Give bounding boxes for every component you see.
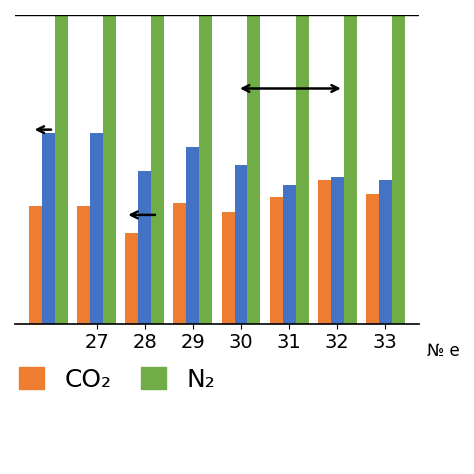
Bar — [29, 206, 42, 324]
Bar — [270, 197, 283, 324]
Bar — [77, 206, 90, 324]
Bar — [392, 15, 405, 324]
Bar — [55, 15, 68, 324]
Bar — [318, 180, 331, 324]
Bar — [235, 165, 247, 324]
Bar — [366, 194, 379, 324]
Bar — [331, 177, 344, 324]
Bar — [379, 180, 392, 324]
Bar — [186, 147, 200, 324]
Bar — [103, 15, 116, 324]
Bar — [283, 185, 296, 324]
Bar — [151, 15, 164, 324]
Text: № е: № е — [427, 342, 460, 360]
Bar — [296, 15, 309, 324]
Bar — [42, 133, 55, 324]
Bar — [138, 171, 151, 324]
Bar — [173, 203, 186, 324]
Bar — [90, 133, 103, 324]
Legend: CO₂, N₂: CO₂, N₂ — [19, 367, 215, 392]
Bar — [247, 15, 261, 324]
Bar — [221, 212, 235, 324]
Bar — [200, 15, 212, 324]
Bar — [344, 15, 356, 324]
Bar — [125, 233, 138, 324]
